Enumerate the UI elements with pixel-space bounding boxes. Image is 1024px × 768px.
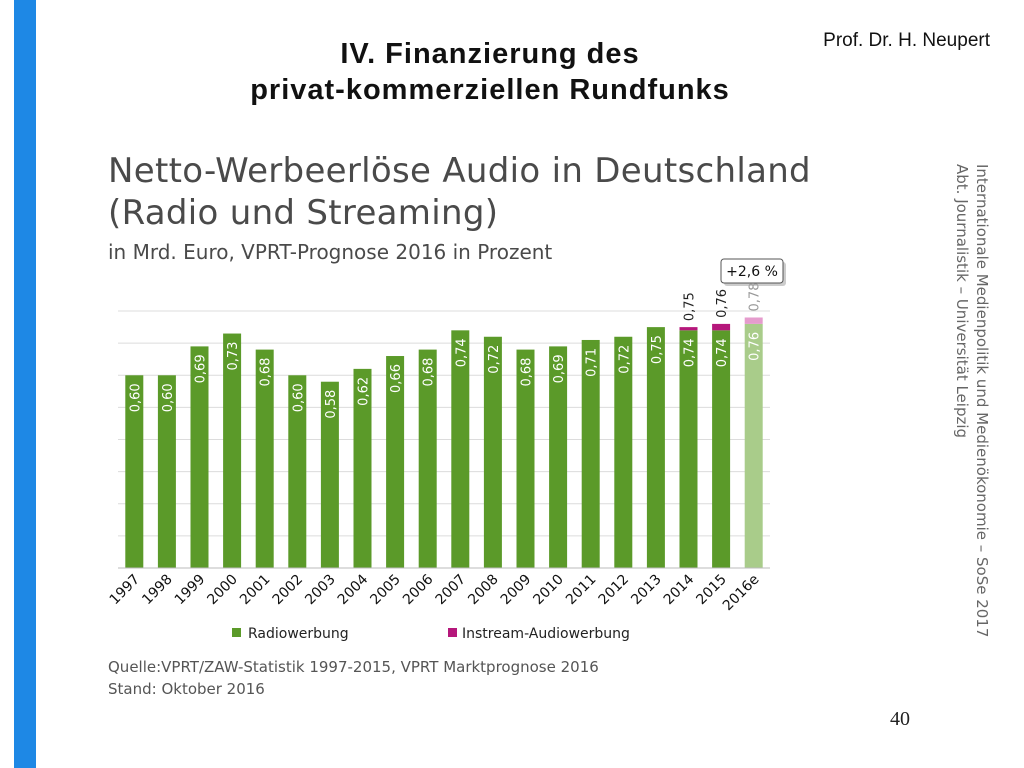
value-label: 0,74 <box>454 338 469 367</box>
accent-bar <box>14 0 36 768</box>
chart-title-line-1: Netto-Werbeerlöse Audio in Deutschland <box>108 151 811 191</box>
x-tick-label: 2009 <box>498 572 535 609</box>
value-label: 0,60 <box>161 383 176 412</box>
x-tick-label: 2016e <box>720 572 763 615</box>
x-tick-label: 2010 <box>530 572 567 609</box>
value-label: 0,69 <box>552 354 567 383</box>
page-number: 40 <box>890 708 910 730</box>
bar-instream-2015 <box>712 323 731 331</box>
chart-title-line-2: (Radio und Streaming) <box>108 193 499 233</box>
bar-radio-2005 <box>386 356 405 568</box>
source-note: Quelle:VPRT/ZAW-Statistik 1997-2015, VPR… <box>108 656 599 700</box>
total-label: 0,76 <box>715 289 730 318</box>
slide-title: IV. Finanzierung des privat-kommerzielle… <box>160 36 820 108</box>
bar-radio-2003 <box>320 381 339 568</box>
value-label: 0,74 <box>715 338 730 367</box>
x-tick-label: 1998 <box>139 572 176 609</box>
x-tick-label: 2005 <box>367 572 404 609</box>
legend-label-radio: Radiowerbung <box>248 626 349 642</box>
value-label: 0,72 <box>487 345 502 374</box>
x-tick-label: 2002 <box>270 572 307 609</box>
bar-instream-2016e <box>744 317 763 324</box>
value-label: 0,68 <box>422 358 437 387</box>
bar-instream-2014 <box>679 327 698 331</box>
x-tick-label: 1999 <box>172 572 209 609</box>
bar-radio-2015 <box>712 330 731 568</box>
x-tick-label: 2014 <box>661 571 698 608</box>
x-tick-label: 2008 <box>465 572 502 609</box>
bar-radio-2014 <box>679 330 698 568</box>
total-label: 0,75 <box>683 292 698 321</box>
bar-radio-2001 <box>255 349 274 568</box>
x-tick-label: 2001 <box>237 572 274 609</box>
legend-label-instream: Instream-Audiowerbung <box>462 626 630 642</box>
value-label: 0,75 <box>650 335 665 364</box>
x-tick-label: 2003 <box>302 572 339 609</box>
bar-radio-2002 <box>288 375 307 568</box>
value-label: 0,72 <box>617 345 632 374</box>
value-label: 0,76 <box>748 332 763 361</box>
side-footer: Internationale Medienpolitik und Medienö… <box>948 164 992 644</box>
bar-radio-2000 <box>223 333 242 568</box>
value-label: 0,62 <box>357 377 372 406</box>
value-label: 0,69 <box>194 354 209 383</box>
slide-title-line-2: privat-kommerziellen Rundfunks <box>250 74 730 106</box>
bar-radio-1999 <box>190 346 209 568</box>
x-tick-label: 2006 <box>400 571 437 608</box>
status-line: Stand: Oktober 2016 <box>108 680 265 698</box>
legend-swatch-radio <box>232 628 241 637</box>
value-label: 0,71 <box>585 348 600 377</box>
bar-radio-2004 <box>353 368 372 568</box>
x-tick-label: 2013 <box>628 572 665 609</box>
chart-title: Netto-Werbeerlöse Audio in Deutschland (… <box>108 150 811 234</box>
bar-radio-2010 <box>549 346 568 568</box>
value-label: 0,73 <box>226 342 241 371</box>
value-label: 0,66 <box>389 364 404 393</box>
x-tick-label: 2000 <box>204 572 241 609</box>
x-tick-label: 2012 <box>596 572 633 609</box>
x-tick-label: 1997 <box>107 572 144 609</box>
callout-text: +2,6 % <box>726 264 778 280</box>
bar-radio-2016e <box>744 323 763 568</box>
bar-radio-2013 <box>646 327 665 568</box>
bar-radio-2008 <box>483 336 502 568</box>
bar-radio-2011 <box>581 339 600 568</box>
bar-radio-1997 <box>125 375 144 568</box>
bar-radio-2009 <box>516 349 535 568</box>
side-line-1: Internationale Medienpolitik und Medienö… <box>973 164 991 638</box>
value-label: 0,60 <box>291 383 306 412</box>
value-label: 0,58 <box>324 390 339 419</box>
callout-box <box>720 258 784 284</box>
value-label: 0,68 <box>259 358 274 387</box>
total-label: 0,78 <box>748 283 763 312</box>
value-label: 0,74 <box>683 338 698 367</box>
source-line: Quelle:VPRT/ZAW-Statistik 1997-2015, VPR… <box>108 658 599 676</box>
value-label: 0,68 <box>520 358 535 387</box>
value-label: 0,60 <box>128 383 143 412</box>
x-tick-label: 2011 <box>563 572 600 609</box>
legend-swatch-instream <box>448 628 457 637</box>
x-tick-label: 2007 <box>433 572 470 609</box>
slide-title-line-1: IV. Finanzierung des <box>340 38 640 70</box>
chart-subtitle: in Mrd. Euro, VPRT-Prognose 2016 in Proz… <box>108 240 553 264</box>
x-tick-label: 2004 <box>335 571 372 608</box>
author-name: Prof. Dr. H. Neupert <box>823 30 990 51</box>
bar-radio-1998 <box>157 375 176 568</box>
bar-radio-2006 <box>418 349 437 568</box>
bar-radio-2012 <box>614 336 633 568</box>
side-line-2: Abt. Journalistik – Universität Leipzig <box>953 164 971 439</box>
bar-radio-2007 <box>451 330 470 568</box>
